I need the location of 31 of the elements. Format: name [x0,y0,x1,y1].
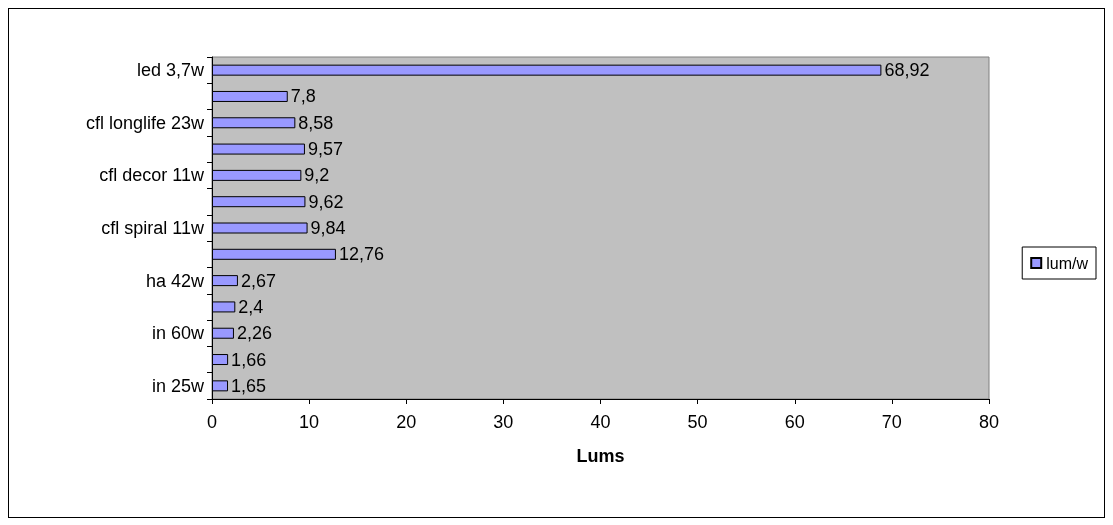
data-label: 2,67 [240,270,276,291]
x-tick-label: 50 [687,412,708,432]
y-tick-label: cfl spiral 11w [101,218,205,238]
x-tick-label: 70 [881,412,902,432]
x-tick-label: 0 [206,412,218,432]
data-label: 2,26 [236,323,272,344]
x-tick-label: 80 [978,412,1000,432]
data-label: 68,92 [884,60,930,81]
data-label: 1,66 [231,349,267,370]
y-tick-label: in 60w [151,323,205,344]
x-tick-label: 30 [493,412,514,432]
y-tick-label: led 3,7w [136,60,205,81]
y-tick-label: cfl decor 11w [99,165,205,186]
data-label: 2,4 [238,296,264,317]
data-label: 9,2 [304,165,330,186]
x-tick-label: 40 [590,412,611,432]
data-label: 9,84 [310,218,346,238]
data-label: 7,8 [290,86,316,107]
legend-label: lum/w [1046,254,1089,272]
data-label: 9,57 [307,139,343,160]
y-tick-label: in 25w [151,375,205,396]
y-tick-label: cfl longlife 23w [85,112,205,133]
x-tick-label: 60 [784,412,805,432]
data-label: 12,76 [338,244,384,265]
data-label: 8,58 [298,112,334,133]
x-axis-title: Lums [576,446,625,466]
data-label: 9,62 [308,191,344,212]
data-label: 1,65 [231,375,267,396]
x-tick-label: 20 [396,412,417,432]
x-tick-label: 10 [299,412,320,432]
y-tick-label: ha 42w [145,270,205,291]
